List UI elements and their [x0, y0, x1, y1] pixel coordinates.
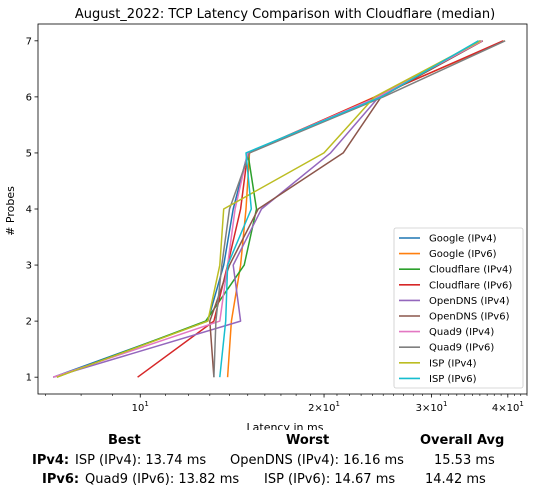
ipv6-worst: ISP (IPv6): 14.67 ms	[264, 472, 396, 487]
y-tick-label: 1	[26, 373, 32, 384]
ipv6-best: Quad9 (IPv6): 13.82 ms	[85, 472, 240, 487]
legend-box	[393, 227, 524, 389]
chart-title: August_2022: TCP Latency Comparison with…	[75, 7, 495, 22]
latency-chart: August_2022: TCP Latency Comparison with…	[4, 7, 528, 430]
x-tick-label: 3×101	[416, 400, 448, 414]
series-line-9	[219, 40, 479, 378]
legend-label-3: Cloudflare (IPv6)	[429, 280, 512, 291]
y-tick-label: 3	[26, 261, 32, 272]
y-tick-label: 5	[26, 148, 32, 159]
y-axis-label: # Probes	[4, 186, 17, 236]
row-label-ipv4: IPv4:	[32, 453, 70, 468]
legend-label-0: Google (IPv4)	[429, 234, 497, 245]
header-worst: Worst	[286, 433, 330, 448]
header-avg: Overall Avg	[420, 433, 505, 448]
series-line-7	[213, 40, 506, 378]
legend-label-5: OpenDNS (IPv6)	[429, 312, 510, 323]
x-tick-label: 101	[132, 400, 149, 414]
legend-label-1: Google (IPv6)	[429, 249, 497, 260]
legend-label-6: Quad9 (IPv4)	[429, 327, 494, 338]
ipv4-avg: 15.53 ms	[434, 453, 495, 468]
series-line-8	[56, 40, 481, 378]
header-best: Best	[108, 433, 141, 448]
series-line-6	[52, 40, 483, 378]
x-axis-label: Latency in ms	[247, 421, 324, 430]
legend-label-9: ISP (IPv6)	[429, 374, 477, 385]
ipv4-best: ISP (IPv4): 13.74 ms	[75, 453, 207, 468]
row-label-ipv6: IPv6:	[42, 472, 80, 487]
y-tick-label: 6	[26, 92, 32, 103]
legend-label-4: OpenDNS (IPv4)	[429, 296, 510, 307]
ipv6-avg: 14.42 ms	[425, 472, 486, 487]
legend-label-2: Cloudflare (IPv4)	[429, 265, 512, 276]
plot-area: 101 2×101 3×101 4×101 1 2 3 4 5 6 7	[26, 23, 528, 414]
legend-label-8: ISP (IPv4)	[429, 358, 477, 369]
legend: Google (IPv4) Google (IPv6) Cloudflare (IP…	[393, 227, 524, 389]
y-tick-label: 7	[26, 36, 32, 47]
y-tick-label: 2	[26, 317, 32, 328]
x-tick-label: 4×101	[492, 400, 524, 414]
y-tick-label: 4	[26, 205, 32, 216]
legend-label-7: Quad9 (IPv6)	[429, 343, 494, 354]
x-tick-label: 2×101	[308, 400, 340, 414]
ipv4-worst: OpenDNS (IPv4): 16.16 ms	[230, 453, 404, 468]
